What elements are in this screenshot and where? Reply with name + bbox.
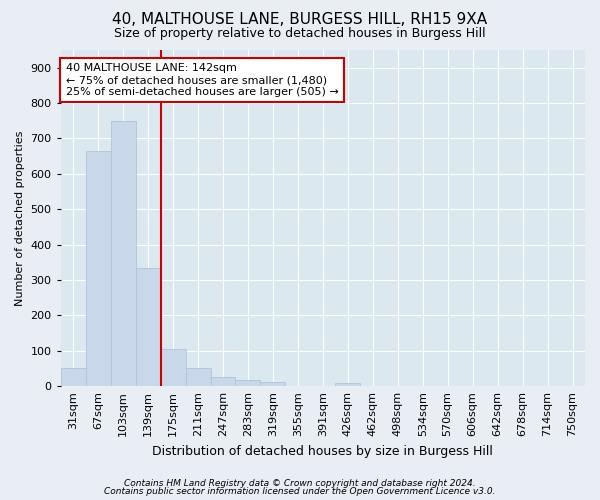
Text: Contains HM Land Registry data © Crown copyright and database right 2024.: Contains HM Land Registry data © Crown c… [124,478,476,488]
Text: Contains public sector information licensed under the Open Government Licence v3: Contains public sector information licen… [104,487,496,496]
Bar [161,349,185,386]
Text: 40 MALTHOUSE LANE: 142sqm
← 75% of detached houses are smaller (1,480)
25% of se: 40 MALTHOUSE LANE: 142sqm ← 75% of detac… [66,64,339,96]
Bar [260,382,286,386]
Bar [185,368,211,386]
Bar [86,151,110,386]
Bar [136,268,161,386]
Bar [110,121,136,386]
Text: Size of property relative to detached houses in Burgess Hill: Size of property relative to detached ho… [114,28,486,40]
X-axis label: Distribution of detached houses by size in Burgess Hill: Distribution of detached houses by size … [152,444,493,458]
Bar [61,368,86,386]
Y-axis label: Number of detached properties: Number of detached properties [15,130,25,306]
Bar [211,378,235,386]
Bar [335,384,361,386]
Text: 40, MALTHOUSE LANE, BURGESS HILL, RH15 9XA: 40, MALTHOUSE LANE, BURGESS HILL, RH15 9… [112,12,488,28]
Bar [235,380,260,386]
